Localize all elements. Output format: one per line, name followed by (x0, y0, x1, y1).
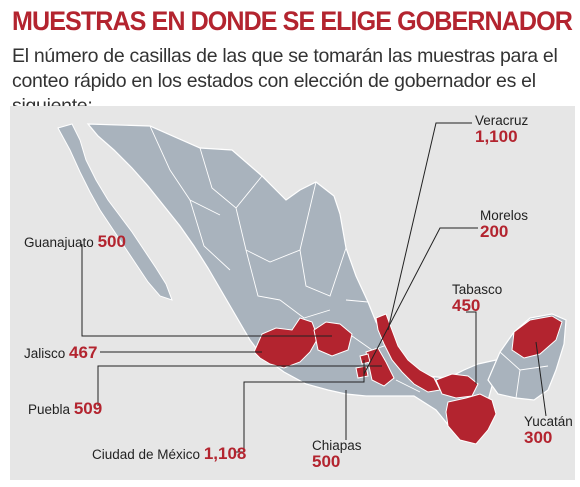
state-name: Morelos (480, 208, 529, 223)
leader-lines (81, 122, 547, 453)
state-borders (149, 125, 549, 399)
state-value: 1,108 (203, 444, 247, 463)
label-veracruz: Veracruz 1,100 (475, 113, 528, 146)
highlighted-states (253, 313, 563, 445)
state-name: Chiapas (312, 438, 362, 453)
state-name: Jalisco (24, 346, 66, 361)
label-cdmx: Ciudad de México 1,108 (92, 444, 246, 464)
morelos-shape (355, 365, 369, 379)
label-jalisco: Jalisco 467 (24, 343, 97, 363)
label-tabasco: Tabasco 450 (452, 282, 502, 315)
state-name: Ciudad de México (92, 447, 201, 462)
state-name: Yucatán (524, 414, 573, 429)
leader-puebla (97, 365, 382, 406)
yucatan-shape (511, 315, 563, 359)
state-value: 300 (524, 428, 553, 447)
state-value: 500 (97, 232, 126, 251)
state-name: Guanajuato (24, 235, 94, 250)
cdmx-shape (359, 353, 371, 365)
label-guanajuato: Guanajuato 500 (24, 232, 126, 252)
page-subtitle: El número de casillas de las que se toma… (12, 45, 558, 117)
leader-tabasco (466, 311, 477, 384)
state-name: Tabasco (452, 282, 503, 297)
state-value: 450 (452, 296, 481, 315)
state-name: Puebla (28, 402, 71, 417)
tabasco-shape (435, 373, 479, 399)
leader-veracruz (387, 122, 472, 331)
page-title: MUESTRAS EN DONDE SE ELIGE GOBERNADOR (12, 6, 573, 36)
label-morelos: Morelos 200 (480, 208, 528, 241)
mainland-shape (86, 123, 511, 433)
state-name: Veracruz (475, 113, 529, 128)
baja-california-shape (57, 123, 173, 301)
state-value: 467 (69, 343, 98, 362)
state-value: 1,100 (475, 127, 518, 146)
leader-guanajuato (81, 244, 332, 337)
label-puebla: Puebla 509 (28, 399, 102, 419)
label-chiapas: Chiapas 500 (312, 438, 362, 471)
guanajuato-shape (313, 321, 353, 357)
leader-morelos (363, 227, 478, 375)
label-yucatan: Yucatán 300 (524, 414, 573, 447)
chiapas-shape (445, 393, 497, 445)
leader-yucatan (535, 341, 547, 417)
leader-cdmx (236, 360, 365, 453)
state-value: 509 (73, 399, 103, 418)
state-value: 200 (480, 222, 509, 241)
state-value: 500 (312, 452, 341, 471)
